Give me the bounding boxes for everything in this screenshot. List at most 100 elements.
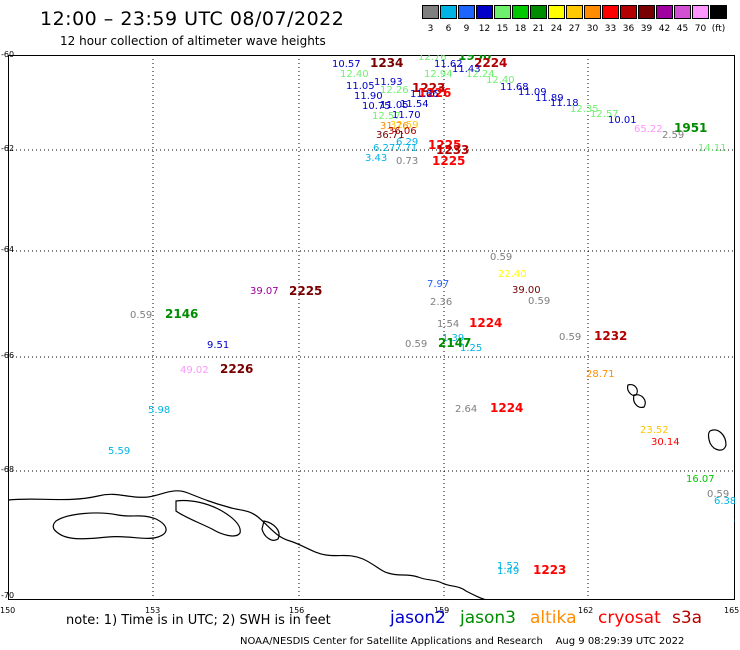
wave-height-label: 10.57 [332,59,361,70]
latitude-label: -64 [1,245,15,254]
latitude-label: -62 [1,144,15,153]
wave-height-label: 11.54 [400,99,429,110]
scale-swatch [530,5,547,19]
pass-time-label: 2226 [220,362,253,376]
wave-height-label: 9.51 [207,340,229,351]
pass-time-label: 1224 [469,316,502,330]
wave-height-label: 1.54 [437,319,459,330]
scale-label: 42 [658,24,671,34]
pass-time-label: 2146 [165,307,198,321]
scale-swatch [494,5,511,19]
wave-height-label: 39.07 [250,286,279,297]
pass-time-label: 1950 [458,55,491,63]
wave-height-label: 0.59 [707,489,729,500]
pass-time-label: 2147 [438,336,471,350]
map-subtitle: 12 hour collection of altimeter wave hei… [60,34,326,48]
pass-time-label: 1225 [428,138,461,152]
satellite-legend-altika: altika [530,608,577,628]
wave-height-label: 28.71 [586,369,615,380]
satellite-legend-cryosat: cryosat [598,608,661,628]
wave-height-label: 11.89 [535,93,564,104]
wave-height-label: 1.52 [497,561,519,572]
credit-text: NOAA/NESDIS Center for Satellite Applica… [240,636,543,647]
pass-time-label: 1951 [674,121,707,135]
longitude-label: 159 [434,606,450,615]
scale-swatch [584,5,601,19]
scale-swatch [602,5,619,19]
wave-height-label: 12.40 [340,69,369,80]
wave-height-label: 11.09 [518,87,547,98]
wave-height-label: 0.73 [396,156,418,167]
wave-height-label: 6.27 [373,143,395,154]
wave-height-label: 12.94 [424,69,453,80]
pass-time-label: 1225 [432,154,465,168]
wave-height-label: 30.14 [651,437,680,448]
pass-time-label: 1232 [594,329,627,343]
wave-height-label: 12.35 [570,104,599,115]
map-frame [8,55,735,600]
longitude-label: 153 [145,606,161,615]
pass-time-label: 1223 [533,563,566,577]
map-title: 12:00 – 23:59 UTC 08/07/2022 [40,8,345,30]
scale-label: 70 [694,24,707,34]
wave-height-label: 0.59 [559,332,581,343]
scale-label: 33 [604,24,617,34]
wave-height-label: 7.71 [395,143,417,154]
pass-time-label: 1224 [490,401,523,415]
wave-height-label: 11.18 [550,98,579,109]
wave-height-label: 1.39 [442,333,464,344]
scale-swatch [656,5,673,19]
latitude-label: -68 [1,465,15,474]
wave-height-label: 11.90 [354,91,383,102]
wave-height-label: 2.36 [430,297,452,308]
wave-height-label: 14.11 [698,143,727,154]
scale-label: 30 [586,24,599,34]
longitude-label: 156 [289,606,305,615]
wave-height-label: 11.70 [392,110,421,121]
coastline [8,384,727,600]
wave-height-label: 49.02 [180,365,209,376]
wave-height-label: 2.64 [455,404,477,415]
wave-height-label: 11.62 [434,59,463,70]
footer-note: note: 1) Time is in UTC; 2) SWH is in fe… [66,613,331,628]
scale-swatch [422,5,439,19]
scale-swatch [458,5,475,19]
scale-swatch [674,5,691,19]
wave-height-label: 7.97 [427,279,449,290]
scale-label: 9 [463,24,470,34]
wave-height-label: 11.05 [346,81,375,92]
wave-height-label: 36.06 [388,126,417,137]
satellite-legend-jason2: jason2 [390,608,446,628]
wave-height-label: 1.25 [460,343,482,354]
wave-height-label: 0.59 [528,296,550,307]
wave-height-label: 5.59 [108,446,130,457]
longitude-label: 165 [724,606,740,615]
wave-height-label: 36.71 [376,130,405,141]
wave-height-label: 11.66 [410,89,439,100]
wave-height-label: 11.93 [374,77,403,88]
scale-label: 36 [622,24,635,34]
scale-swatch [638,5,655,19]
wave-height-label: 39.00 [512,285,541,296]
scale-swatch [440,5,457,19]
scale-unit: (ft) [711,24,726,34]
pass-time-label: 1223 [412,81,445,95]
credit-line: NOAA/NESDIS Center for Satellite Applica… [240,636,684,647]
scale-swatch [566,5,583,19]
scale-label: 18 [514,24,527,34]
scale-label: 21 [532,24,545,34]
latitude-label: -66 [1,351,15,360]
scale-swatch [692,5,709,19]
scale-label: 12 [478,24,491,34]
scale-label: 45 [676,24,689,34]
pass-time-label: 1233 [436,143,469,157]
wave-height-label: 12.24 [466,69,495,80]
wave-height-label: 10.75 [362,101,391,112]
wave-height-label: 10.01 [608,115,637,126]
scale-label: 3 [427,24,434,34]
latitude-label: -70 [1,591,15,600]
scale-swatch [548,5,565,19]
wave-height-label: 0.59 [490,252,512,263]
